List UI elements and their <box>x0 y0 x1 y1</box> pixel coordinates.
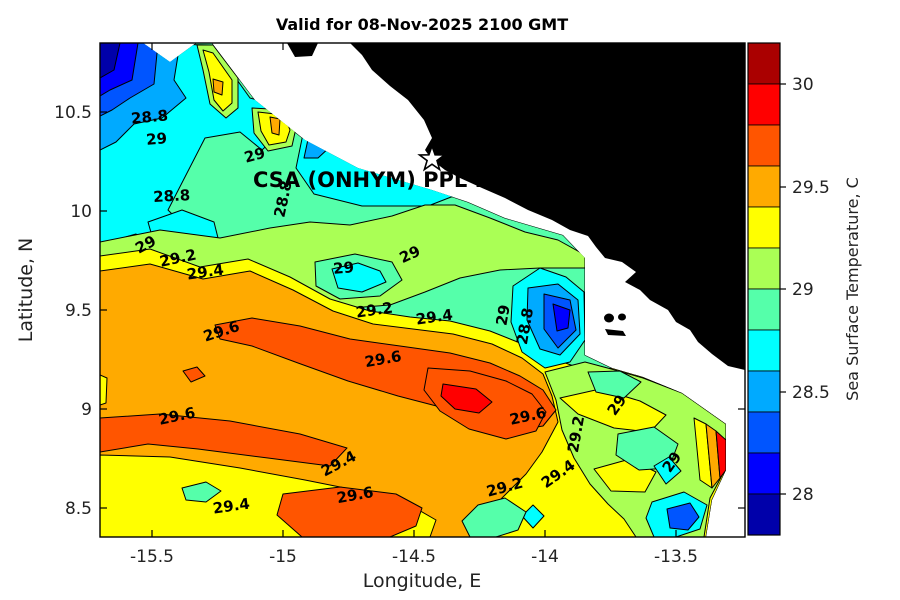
x-tick-label: -14.5 <box>392 547 436 567</box>
warm-diamond-small <box>182 366 206 383</box>
hot-core-red <box>440 383 493 414</box>
cyan-diamond-bottom <box>521 504 545 529</box>
island-2 <box>618 313 626 321</box>
colorbar-tick-label: 29.5 <box>792 178 830 198</box>
se-cyan-diamond <box>653 456 682 485</box>
island-3 <box>605 329 626 336</box>
colorbar-tick-label: 29 <box>792 280 814 300</box>
se-spring-patch1 <box>587 370 642 399</box>
colorbar-band <box>747 124 781 167</box>
coastal-islet-top <box>287 43 318 57</box>
colorbar-band <box>747 83 781 126</box>
y-tick-label: 9 <box>81 400 92 420</box>
colorbar-label: Sea Surface Temperature, C <box>843 177 862 401</box>
plot-frame <box>99 42 746 538</box>
edge-stripe-red <box>715 430 726 479</box>
y-tick-label: 9.5 <box>65 301 92 321</box>
se-blue-core-bottom <box>666 502 700 531</box>
warm-blob-southwest <box>100 413 348 467</box>
contour-label: 29 <box>332 258 354 278</box>
x-tick-label: -15 <box>269 547 297 567</box>
yellow-sliver-leftedge <box>100 374 108 406</box>
colorbar-band <box>747 288 781 331</box>
y-tick-label: 8.5 <box>65 499 92 519</box>
plot-title: Valid for 08-Nov-2025 2100 GMT <box>276 15 568 34</box>
contour-label: 29.4 <box>415 306 454 329</box>
colorbar-tick-label: 28 <box>792 485 814 505</box>
y-tick-label: 10 <box>70 202 92 222</box>
colorbar-band <box>747 493 781 536</box>
colorbar-band <box>747 411 781 454</box>
star-marker <box>417 143 447 172</box>
coastline <box>350 43 745 370</box>
tongue2-orange <box>269 116 281 136</box>
contour-label: 29.2 <box>355 299 394 322</box>
island-1 <box>604 313 614 323</box>
x-axis-label: Longitude, E <box>363 570 482 592</box>
colorbar-tick-label: 28.5 <box>792 383 830 403</box>
colorbar-band <box>747 452 781 495</box>
colorbar-band <box>747 206 781 249</box>
warm-blob-bottom <box>276 486 423 537</box>
contour-label: 28.8 <box>153 186 191 206</box>
y-tick-label: 10.5 <box>54 103 92 123</box>
contour-label: 29 <box>492 303 513 327</box>
tongue1-orange <box>212 78 224 96</box>
colorbar-band <box>747 329 781 372</box>
colorbar-band <box>747 370 781 413</box>
x-tick-label: -15.5 <box>130 547 174 567</box>
station-label: CSA (ONHYM) PPL B <box>253 168 491 192</box>
colorbar-band <box>747 247 781 290</box>
x-tick-label: -13.5 <box>654 547 698 567</box>
land-mass <box>287 43 745 370</box>
colorbar-tick-label: 30 <box>792 75 814 95</box>
contour-label: 29.4 <box>212 495 251 518</box>
contour-label: 29 <box>145 129 167 149</box>
colorbar-band <box>747 42 781 85</box>
coastal-pocket-core <box>552 303 571 332</box>
colorbar-frame <box>747 42 781 536</box>
cold-core-navy <box>100 43 121 79</box>
contour-label: 28.8 <box>130 106 168 127</box>
y-axis-label: Latitude, N <box>15 238 37 343</box>
green-pocket-bottomleft <box>181 481 222 503</box>
colorbar: 30 29.5 29 28.5 28 <box>747 42 830 536</box>
colorbar-band <box>747 165 781 208</box>
contour-label: 29.4 <box>186 261 225 284</box>
contour-label: 29 <box>242 144 267 167</box>
axis-ticks-group: -15.5 -15 -14.5 -14 -13.5 10.5 10 9.5 9 8.5 <box>54 43 745 567</box>
cyan-pocket-29 <box>331 262 387 293</box>
x-tick-label: -14 <box>531 547 559 567</box>
green-pocket-bottom <box>461 497 527 537</box>
